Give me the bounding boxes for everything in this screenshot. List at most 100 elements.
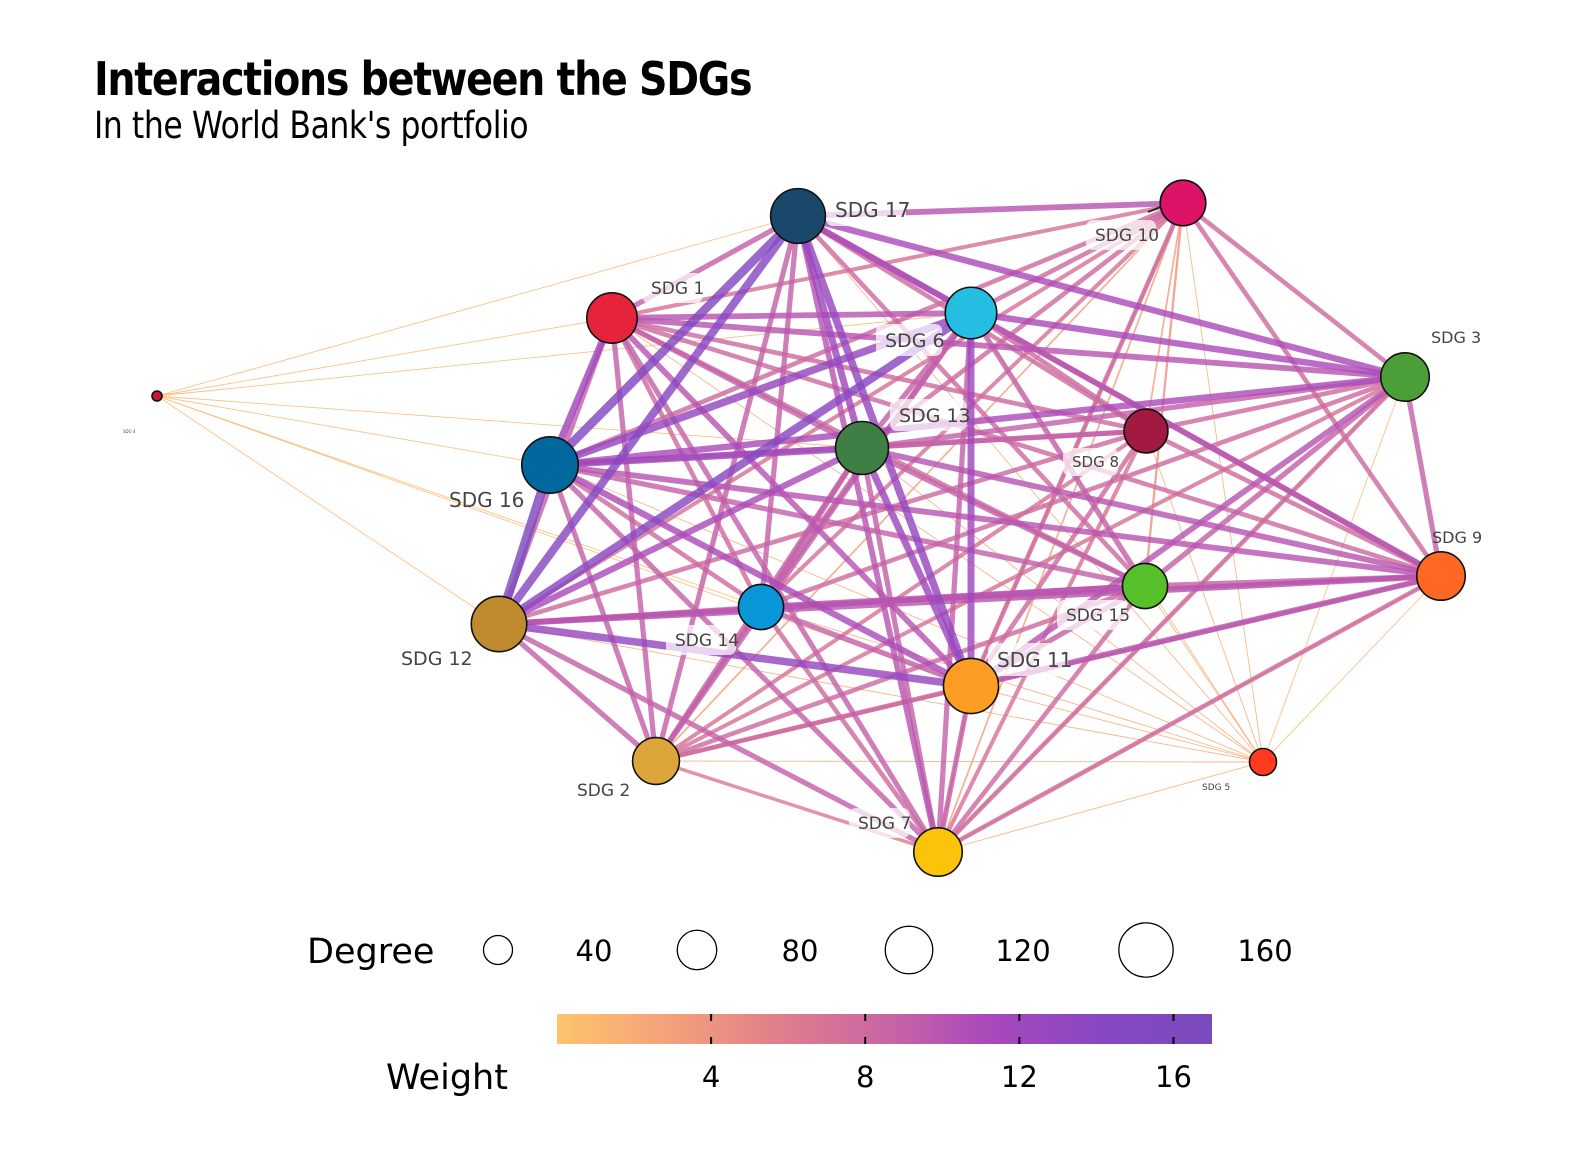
edge-sdg2-sdg3: [653, 374, 1408, 764]
node-labels-layer: SDG 17 SDG 10 SDG 1 SDG 6 SDG 3 SDG 4 SDG 16 SD…: [123, 198, 1482, 834]
node-sdg6: [944, 286, 998, 340]
label-box-sdg8: [1063, 448, 1119, 476]
edges-layer: [156, 199, 1444, 855]
edge-sdg1-sdg11: [609, 315, 974, 689]
edge-sdg5-sdg8: [1145, 430, 1264, 763]
edge-sdg10-sdg3: [1180, 200, 1408, 380]
degree-legend-label-160: 160: [1237, 934, 1292, 968]
edge-sdg5-sdg3: [1262, 376, 1406, 763]
node-label-sdg2: SDG 2: [577, 781, 630, 801]
node-sdg3: [1379, 351, 1431, 403]
node-sdg15: [1121, 562, 1169, 610]
node-sdg13: [834, 420, 890, 476]
node-sdg2: [631, 736, 681, 786]
label-box-sdg1: [642, 273, 703, 303]
edge-sdg6-sdg13: [859, 310, 974, 451]
label-box-sdg17: [826, 193, 906, 226]
edge-sdg17-sdg7: [795, 213, 941, 855]
edge-sdg4-sdg1: [156, 317, 613, 397]
label-boxes-layer: [642, 193, 1157, 838]
edge-sdg10-sdg11: [968, 200, 1186, 689]
edge-sdg10-sdg6: [968, 200, 1186, 316]
edge-sdg8-sdg3: [1143, 374, 1408, 434]
label-box-sdg14: [666, 625, 737, 655]
degree-legend-label-80: 80: [782, 934, 819, 968]
degree-legend-circle-160: [1118, 922, 1174, 978]
weight-colorbar: [557, 1014, 1212, 1044]
node-sdg8: [1123, 408, 1169, 454]
edge-sdg5-sdg2: [655, 760, 1264, 763]
label-box-sdg15: [1057, 600, 1128, 630]
weight-tick-label-12: 12: [1001, 1060, 1038, 1094]
edge-sdg14-sdg11: [758, 604, 974, 689]
edge-sdg14-sdg16: [547, 462, 764, 610]
edge-sdg13-sdg15: [859, 445, 1148, 589]
node-label-sdg3: SDG 3: [1431, 328, 1481, 347]
node-label-sdg7: SDG 7: [858, 814, 911, 834]
edge-sdg12-sdg11: [495, 620, 975, 690]
edge-sdg16-sdg15: [547, 462, 1148, 589]
node-label-sdg1: SDG 1: [651, 279, 704, 299]
edge-sdg1-sdg6: [609, 310, 974, 321]
degree-legend-circle-40: [482, 934, 514, 966]
weight-tick-label-16: 16: [1155, 1060, 1192, 1094]
edge-sdg13-sdg9: [859, 445, 1444, 579]
node-sdg12: [470, 595, 528, 653]
label-box-sdg11: [988, 643, 1068, 676]
edge-sdg4-sdg16: [156, 395, 551, 466]
edge-sdg5-sdg12: [498, 623, 1264, 763]
node-label-sdg12: SDG 12: [401, 648, 473, 670]
label-box-sdg10: [1086, 220, 1157, 250]
degree-legend-label-120: 120: [995, 934, 1050, 968]
edge-sdg8-sdg2: [653, 428, 1149, 764]
edge-sdg5-sdg7: [937, 761, 1264, 853]
node-label-sdg15: SDG 15: [1066, 606, 1130, 626]
edge-sdg4-sdg13: [156, 395, 863, 449]
edge-sdg4-sdg12: [156, 395, 500, 625]
weight-legend-title: Weight: [386, 1058, 508, 1098]
label-box-sdg7: [849, 808, 910, 838]
node-label-sdg10: SDG 10: [1095, 226, 1159, 246]
edge-sdg10-sdg16: [547, 200, 1186, 468]
edge-sdg7-sdg3: [935, 374, 1408, 855]
edge-sdg5-sdg10: [1182, 202, 1264, 763]
edge-sdg10-sdg15: [1143, 201, 1185, 588]
edge-sdg5-sdg9: [1262, 575, 1442, 763]
edge-sdg1-sdg13: [609, 315, 865, 451]
edge-sdg2-sdg11: [653, 683, 974, 764]
chart-subtitle: In the World Bank's portfolio: [94, 104, 529, 147]
degree-legend: Degree 40 80 120 160: [307, 922, 1293, 978]
node-sdg5: [1248, 747, 1278, 777]
edge-sdg10-sdg1: [609, 200, 1186, 321]
edge-sdg16-sdg3: [546, 373, 1409, 469]
node-label-sdg16: SDG 16: [449, 488, 524, 512]
node-sdg1: [586, 292, 638, 344]
weight-tick-label-8: 8: [856, 1060, 874, 1094]
edge-sdg14-sdg17: [758, 213, 801, 610]
node-label-sdg8: SDG 8: [1072, 453, 1119, 471]
node-sdg7: [912, 826, 964, 878]
edge-sdg7-sdg9: [935, 573, 1444, 855]
node-label-sdg5: SDG 5: [1202, 783, 1230, 793]
edge-sdg11-sdg3: [968, 374, 1408, 689]
edge-sdg16-sdg13: [546, 444, 866, 469]
node-label-sdg4: SDG 4: [123, 429, 136, 434]
edge-sdg17-sdg16: [545, 211, 803, 470]
weight-legend: Weight 4 8 12 16: [386, 1014, 1212, 1098]
edge-sdg1-sdg9: [609, 315, 1444, 579]
edge-sdg14-sdg1: [609, 315, 764, 610]
label-box-sdg6: [876, 324, 943, 356]
edge-sdg6-sdg9: [968, 310, 1444, 579]
nodes-layer: [151, 179, 1467, 878]
edge-sdg5-sdg17: [797, 215, 1264, 763]
degree-legend-circle-80: [676, 929, 718, 971]
node-sdg17: [769, 187, 827, 245]
node-label-sdg13: SDG 13: [899, 405, 971, 427]
node-sdg4: [151, 390, 163, 402]
chart-title: Interactions between the SDGs: [94, 52, 753, 106]
edge-sdg5-sdg11: [970, 685, 1264, 763]
node-sdg10: [1159, 179, 1207, 227]
node-sdg14: [737, 583, 785, 631]
node-label-sdg17: SDG 17: [835, 198, 910, 222]
